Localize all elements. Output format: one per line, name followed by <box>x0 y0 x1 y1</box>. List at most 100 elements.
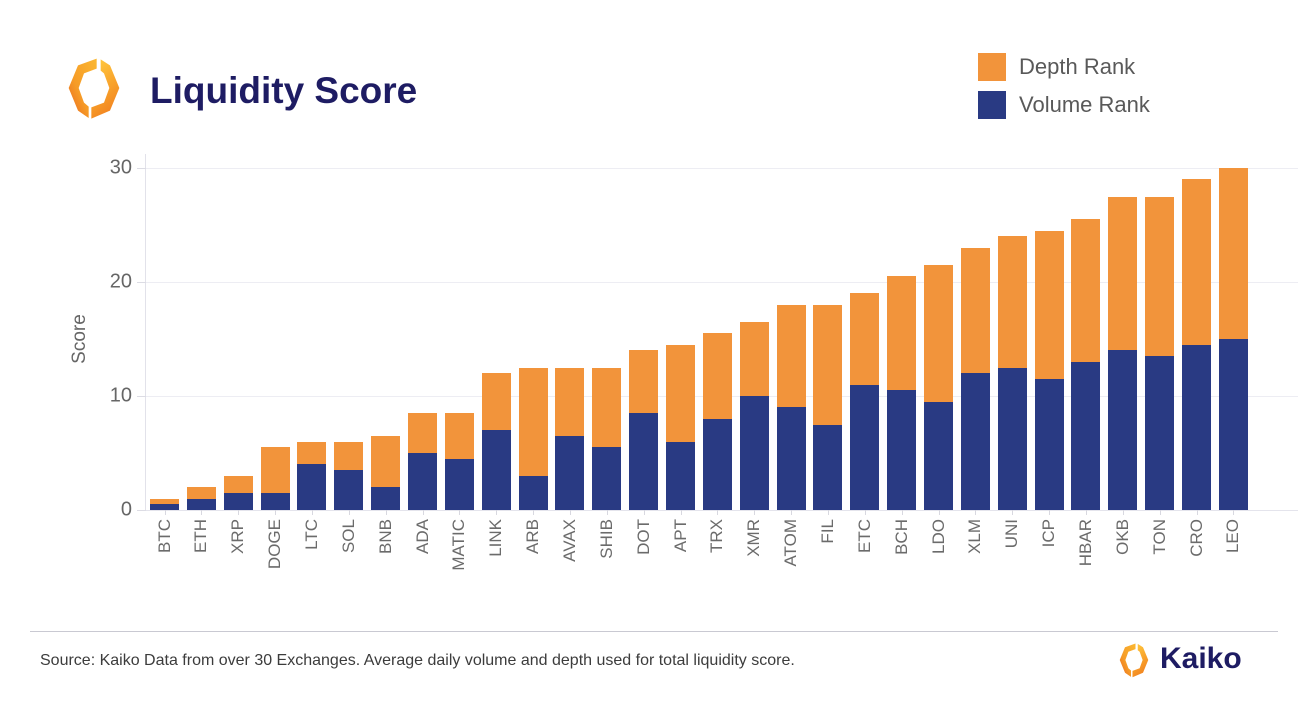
x-axis-label: XRP <box>228 519 248 554</box>
legend-label: Depth Rank <box>1019 54 1136 79</box>
bar-matic: MATIC <box>444 168 474 571</box>
x-axis-label: UNI <box>1002 519 1022 549</box>
x-axis-label: BTC <box>154 519 174 553</box>
volume-rank-segment <box>371 487 401 510</box>
bar-xlm: XLM <box>960 168 990 554</box>
depth-rank-segment <box>997 236 1027 368</box>
x-axis-label: ETH <box>191 519 211 553</box>
gridline-y-20 <box>146 281 1298 283</box>
depth-rank-segment <box>960 247 990 374</box>
volume-rank-segment <box>481 430 511 510</box>
volume-rank-segment <box>702 418 732 510</box>
legend-label: Volume Rank <box>1019 92 1150 117</box>
bar-ldo: LDO <box>924 168 954 554</box>
bar-apt: APT <box>666 168 696 552</box>
depth-rank-segment <box>223 475 253 493</box>
depth-rank-segment <box>1071 219 1101 362</box>
bar-okb: OKB <box>1108 168 1138 555</box>
bar-arb: ARB <box>518 168 548 554</box>
kaiko-footer-logo-icon <box>1119 643 1149 678</box>
bar-bch: BCH <box>887 168 917 555</box>
depth-rank-segment <box>518 367 548 476</box>
volume-rank-segment <box>924 401 954 510</box>
legend-item-volume-rank: Volume Rank <box>978 91 1150 119</box>
volume-rank-segment <box>334 470 364 510</box>
depth-rank-segment <box>334 441 364 471</box>
footer-divider <box>30 631 1278 632</box>
volume-rank-segment <box>997 367 1027 510</box>
depth-rank-segment <box>739 321 769 396</box>
volume-rank-segment <box>887 390 917 510</box>
depth-rank-segment <box>1034 230 1064 379</box>
depth-rank-segment <box>555 367 585 436</box>
x-axis-label: LEO <box>1223 519 1243 554</box>
depth-rank-segment <box>1145 196 1175 357</box>
x-axis-label: ADA <box>412 519 432 554</box>
volume-rank-segment <box>850 384 880 510</box>
bar-btc: BTC <box>150 168 179 553</box>
volume-rank-swatch <box>978 91 1006 119</box>
y-tick-mark <box>137 395 146 397</box>
depth-rank-segment <box>924 264 954 402</box>
depth-rank-segment <box>592 367 622 448</box>
bar-sol: SOL <box>334 168 364 553</box>
bar-doge: DOGE <box>260 168 290 569</box>
bar-leo: LEO <box>1218 168 1248 553</box>
x-axis-label: XLM <box>965 519 985 554</box>
y-axis-title: Score <box>69 314 90 364</box>
depth-rank-segment <box>776 304 806 408</box>
volume-rank-segment <box>260 492 290 510</box>
depth-rank-segment <box>444 413 474 459</box>
bar-avax: AVAX <box>555 168 585 562</box>
bar-shib: SHIB <box>592 168 622 559</box>
x-axis-label: SHIB <box>596 519 616 559</box>
bar-link: LINK <box>481 168 511 557</box>
volume-rank-segment <box>150 504 179 510</box>
volume-rank-segment <box>555 435 585 510</box>
volume-rank-segment <box>223 492 253 510</box>
bar-atom: ATOM <box>776 168 806 567</box>
x-axis-label: DOT <box>633 519 653 555</box>
bar-dot: DOT <box>629 168 659 555</box>
x-axis-label: CRO <box>1186 519 1206 557</box>
x-axis-label: ETC <box>854 519 874 553</box>
x-axis-label: FIL <box>817 519 837 544</box>
bar-uni: UNI <box>997 168 1027 548</box>
plot-area: 0 10 20 30 BTC ETH XRP DOGE LTC SOL BNB ADA MATIC LIN… <box>110 154 1298 571</box>
page-title: Liquidity Score <box>150 70 418 111</box>
volume-rank-segment <box>408 453 438 510</box>
gridline-y-30 <box>146 167 1298 169</box>
x-axis-label: LDO <box>928 519 948 554</box>
depth-rank-segment <box>481 373 511 431</box>
depth-rank-segment <box>408 413 438 453</box>
bar-etc: ETC <box>850 168 880 553</box>
depth-rank-segment <box>371 435 401 488</box>
x-axis-label: LTC <box>301 519 321 550</box>
x-axis-label: ICP <box>1039 519 1059 548</box>
kaiko-logo-icon <box>68 58 120 119</box>
depth-rank-swatch <box>978 53 1006 81</box>
x-axis-label: ATOM <box>781 519 801 567</box>
volume-rank-segment <box>776 407 806 510</box>
source-note: Source: Kaiko Data from over 30 Exchange… <box>40 652 795 669</box>
x-axis-label: APT <box>670 519 690 553</box>
legend-item-depth-rank: Depth Rank <box>978 53 1150 81</box>
volume-rank-segment <box>1034 378 1064 510</box>
bars-container: BTC ETH XRP DOGE LTC SOL BNB ADA MATIC LINK ARB AVA… <box>146 168 1298 571</box>
depth-rank-segment <box>150 498 179 505</box>
x-axis-label: LINK <box>486 519 506 557</box>
y-tick-label: 30 <box>109 156 132 179</box>
bar-fil: FIL <box>813 168 843 544</box>
volume-rank-segment <box>813 424 843 510</box>
x-axis-label: TON <box>1149 519 1169 555</box>
x-axis-label: BCH <box>891 519 911 555</box>
x-axis-label: SOL <box>338 519 358 554</box>
y-tick-mark <box>137 167 146 169</box>
volume-rank-segment <box>518 475 548 510</box>
bar-trx: TRX <box>702 168 732 553</box>
x-axis-label: HBAR <box>1075 519 1095 567</box>
volume-rank-segment <box>444 458 474 510</box>
volume-rank-segment <box>1108 350 1138 510</box>
x-axis-label: XMR <box>744 519 764 557</box>
x-axis-label: OKB <box>1112 519 1132 555</box>
